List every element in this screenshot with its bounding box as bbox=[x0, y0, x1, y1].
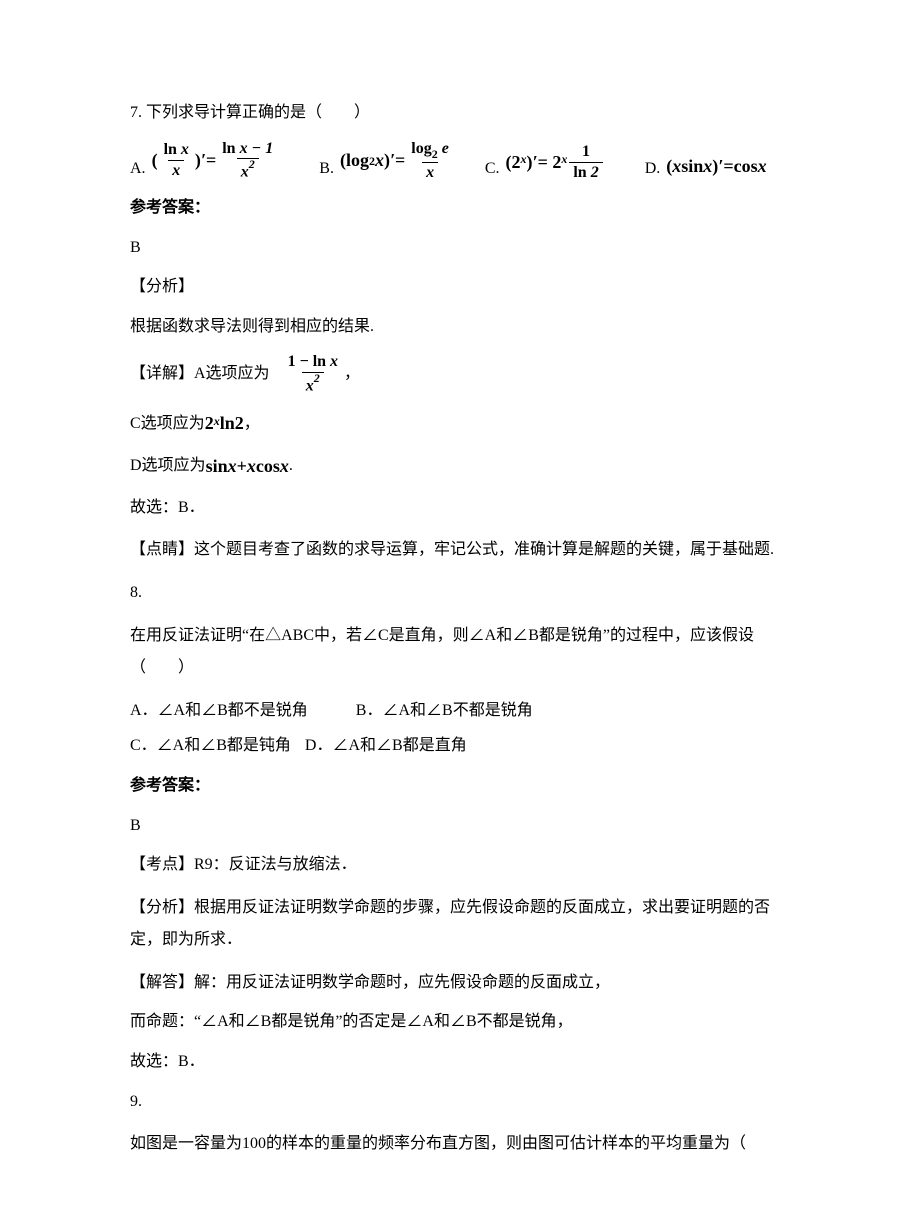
reference-answer-label: 参考答案： bbox=[130, 773, 790, 799]
q7-stem-text: 7. 下列求导计算正确的是（ ） bbox=[130, 100, 370, 126]
q8-answer: B bbox=[130, 813, 790, 839]
formula: 2x ln 2 bbox=[205, 409, 244, 438]
conclusion-text: 故选：B． bbox=[130, 495, 205, 521]
jieda-text: 【解答】解：用反证法证明数学命题时，应先假设命题的反面成立， bbox=[130, 970, 610, 996]
q7-conclusion: 故选：B． bbox=[130, 495, 790, 521]
reference-answer-label: 参考答案： bbox=[130, 195, 790, 221]
q7-detail-c: C选项应为 2x ln 2 ， bbox=[130, 409, 790, 438]
q8-jieda2: 而命题：“∠A和∠B都是锐角”的否定是∠A和∠B不都是锐角， bbox=[130, 1009, 790, 1035]
detail-prefix: D选项应为 bbox=[130, 453, 206, 479]
q8-jieda3: 故选：B． bbox=[130, 1049, 790, 1075]
option-label: A. bbox=[130, 156, 146, 182]
q8-stem-text: 在用反证法证明“在△ABC中，若∠C是直角，则∠A和∠B都是锐角”的过程中，应该… bbox=[130, 627, 754, 676]
q7-options: A. ( ln ln xx x )′ = ln x − 1ln x − 1 x2… bbox=[130, 140, 790, 182]
formula: (2x)′ = 2x 1 ln 2 bbox=[506, 143, 605, 181]
q7-comment: 【点睛】这个题目考查了函数的求导运算，牢记公式，准确计算是解题的关键，属于基础题… bbox=[130, 534, 790, 566]
q9-num-text: 9. bbox=[130, 1089, 142, 1115]
q8-jieda1: 【解答】解：用反证法证明数学命题时，应先假设命题的反面成立， bbox=[130, 970, 790, 996]
kaodian-text: 【考点】R9：反证法与放缩法． bbox=[130, 852, 357, 878]
analysis-body: 根据函数求导法则得到相应的结果. bbox=[130, 314, 374, 340]
formula: ( ln ln xx x )′ = ln x − 1ln x − 1 x2 bbox=[152, 140, 280, 182]
ref-label-text: 参考答案： bbox=[130, 195, 210, 221]
q7-detail-d: D选项应为 sin x + x cos x sin x + x cos x . bbox=[130, 452, 790, 481]
answer-text: B bbox=[130, 813, 141, 839]
q8-option-b: B．∠A和∠B不都是锐角 bbox=[356, 702, 533, 719]
q8-options-row2: C．∠A和∠B都是钝角 D．∠A和∠B都是直角 bbox=[130, 733, 790, 759]
q9-stem-text: 如图是一容量为100的样本的重量的频率分布直方图，则由图可估计样本的平均重量为（ bbox=[130, 1135, 746, 1152]
q8-num-text: 8. bbox=[130, 580, 142, 606]
detail-prefix: C选项应为 bbox=[130, 411, 205, 437]
formula: sin x + x cos x sin x + x cos x bbox=[206, 452, 289, 481]
jieda-text: 而命题：“∠A和∠B都是锐角”的否定是∠A和∠B不都是锐角， bbox=[130, 1009, 573, 1035]
q8-number: 8. bbox=[130, 580, 790, 606]
q7-analysis-label: 【分析】 bbox=[130, 274, 790, 300]
q7-detail-a: 【详解】A选项应为 1 − ln x1 − ln x x2 ， bbox=[130, 353, 790, 395]
comment-text: 【点睛】这个题目考查了函数的求导运算，牢记公式，准确计算是解题的关键，属于基础题… bbox=[130, 541, 774, 558]
formula: (log2 x)′ = log2 e x bbox=[340, 140, 455, 181]
suffix: ， bbox=[344, 361, 360, 387]
q8-option-d: D．∠A和∠B都是直角 bbox=[305, 737, 467, 754]
q8-kaodian: 【考点】R9：反证法与放缩法． bbox=[130, 852, 790, 878]
q8-analysis: 【分析】根据用反证法证明数学命题的步骤，应先假设命题的反面成立，求出要证明题的否… bbox=[130, 892, 790, 956]
q8-options: A．∠A和∠B都不是锐角 B．∠A和∠B不都是锐角 C．∠A和∠B都是钝角 D．… bbox=[130, 698, 790, 759]
answer-text: B bbox=[130, 235, 141, 261]
q7-analysis-text: 根据函数求导法则得到相应的结果. bbox=[130, 314, 790, 340]
formula: 1 − ln x1 − ln x x2 bbox=[282, 353, 344, 395]
ref-label-text: 参考答案： bbox=[130, 773, 210, 799]
formula: (x sin x)′ = cos x (x sin x)′ = cos x bbox=[666, 152, 766, 181]
option-label: C. bbox=[485, 156, 500, 182]
analysis-text: 【分析】根据用反证法证明数学命题的步骤，应先假设命题的反面成立，求出要证明题的否… bbox=[130, 899, 770, 948]
q7-option-c: C. (2x)′ = 2x 1 ln 2 bbox=[485, 143, 605, 181]
option-label: D. bbox=[645, 156, 661, 182]
suffix: ， bbox=[244, 411, 260, 437]
q7-option-b: B. (log2 x)′ = log2 e x bbox=[319, 140, 455, 181]
q9-number: 9. bbox=[130, 1089, 790, 1115]
q7-answer: B bbox=[130, 235, 790, 261]
q9-stem: 如图是一容量为100的样本的重量的频率分布直方图，则由图可估计样本的平均重量为（ bbox=[130, 1128, 790, 1160]
q8-option-c: C．∠A和∠B都是钝角 bbox=[130, 737, 291, 754]
jieda-text: 故选：B． bbox=[130, 1049, 205, 1075]
analysis-label-text: 【分析】 bbox=[130, 274, 194, 300]
q7-stem: 7. 下列求导计算正确的是（ ） bbox=[130, 100, 790, 126]
suffix: . bbox=[289, 453, 293, 479]
q8-stem: 在用反证法证明“在△ABC中，若∠C是直角，则∠A和∠B都是锐角”的过程中，应该… bbox=[130, 620, 790, 684]
option-label: B. bbox=[319, 156, 334, 182]
q7-option-a: A. ( ln ln xx x )′ = ln x − 1ln x − 1 x2 bbox=[130, 140, 279, 182]
q8-options-row1: A．∠A和∠B都不是锐角 B．∠A和∠B不都是锐角 bbox=[130, 698, 790, 724]
detail-prefix: 【详解】A选项应为 bbox=[130, 361, 270, 387]
q7-option-d: D. (x sin x)′ = cos x (x sin x)′ = cos x bbox=[645, 152, 767, 181]
q8-option-a: A．∠A和∠B都不是锐角 bbox=[130, 702, 308, 719]
